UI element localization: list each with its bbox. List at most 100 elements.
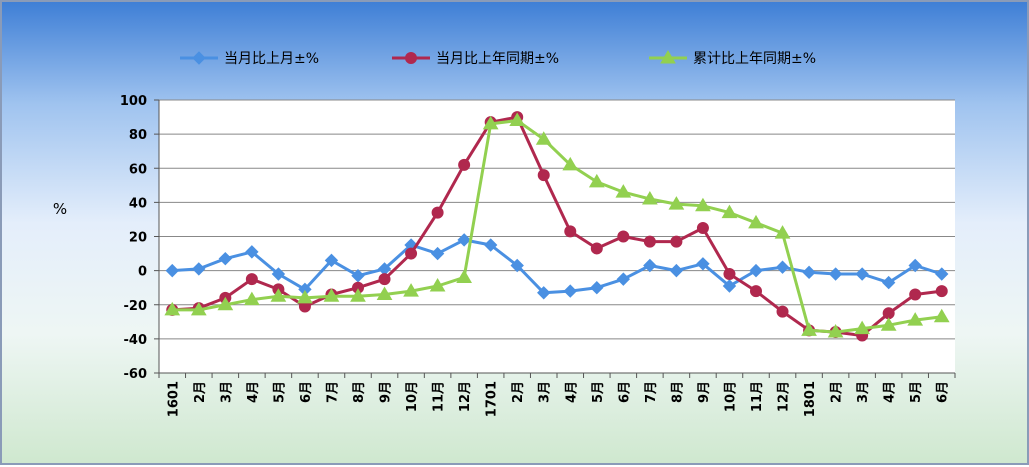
x-tick-label: 9月 (697, 381, 712, 403)
x-tick-label: 1601 (166, 381, 181, 417)
series-3-point (190, 301, 207, 316)
x-tick-label: 7月 (325, 381, 340, 403)
series-1-point (483, 238, 498, 252)
x-tick-label: 8月 (670, 381, 685, 403)
series-1-point (828, 267, 843, 281)
series-3-point (429, 277, 446, 292)
series-1-point (908, 258, 922, 273)
x-tick-label: 11月 (750, 381, 765, 412)
series-1-point (855, 267, 869, 281)
series-3-point (721, 204, 738, 219)
series-3-point (376, 286, 393, 301)
series-3-point (509, 112, 526, 126)
x-tick-label: 10月 (405, 381, 420, 412)
y-tick-label: -40 (124, 333, 148, 348)
y-tick-label: 0 (138, 265, 147, 280)
x-tick-label: 6月 (617, 381, 632, 403)
legend-label: 累计比上年同期±% (693, 51, 816, 67)
y-tick-label: -60 (124, 367, 148, 382)
legend-swatch-marker (660, 50, 676, 64)
series-1-point (563, 284, 577, 298)
y-tick-label: 80 (129, 128, 147, 143)
x-tick-label: 2月 (830, 381, 845, 403)
x-tick-label: 5月 (272, 381, 287, 403)
series-3-point (350, 288, 366, 302)
series-3-point (535, 131, 552, 145)
series-1-point (696, 257, 710, 271)
x-tick-label: 1701 (485, 381, 500, 417)
series-3-point (854, 320, 871, 335)
series-2-point (723, 268, 736, 281)
series-2-point (617, 230, 630, 243)
y-tick-label: 60 (129, 162, 147, 177)
series-3-point (456, 269, 473, 283)
series-2-point (643, 235, 656, 248)
x-tick-label: 6月 (299, 381, 314, 403)
series-1-point (537, 286, 551, 300)
series-3-point (827, 324, 844, 338)
series-1-point (590, 280, 604, 295)
series-2-point (405, 247, 418, 260)
x-tick-label: 4月 (246, 381, 261, 403)
series-1-point (643, 258, 657, 273)
series-2-point (935, 285, 948, 298)
series-2-point (537, 169, 550, 182)
x-tick-label: 4月 (564, 381, 579, 403)
x-tick-label: 8月 (352, 381, 367, 403)
series-1-point (271, 267, 286, 281)
series-2-point (431, 206, 444, 219)
series-2-point (670, 235, 683, 248)
series-3-point (562, 156, 579, 171)
series-1-point (457, 233, 471, 247)
y-tick-label: -20 (124, 299, 148, 314)
series-3-point (323, 288, 340, 302)
series-3-point (668, 196, 685, 210)
series-3-point (641, 190, 658, 205)
y-tick-label: 100 (120, 94, 147, 109)
series-2-point (458, 158, 471, 171)
series-3-point (164, 301, 181, 316)
series-2-point (909, 288, 922, 301)
x-tick-label: 5月 (591, 381, 606, 403)
series-3-point (748, 214, 764, 229)
series-3-point (880, 317, 897, 331)
y-tick-label: 20 (129, 231, 147, 246)
legend-swatch-marker (192, 51, 206, 65)
series-2-point (564, 225, 577, 238)
series-1-point (881, 275, 896, 290)
series-3-point (933, 308, 950, 323)
series-1-point (165, 263, 179, 278)
legend-label: 当月比上年同期±% (436, 51, 559, 67)
series-1-point (192, 262, 206, 276)
series-3-point (482, 115, 499, 130)
series-1-point (510, 258, 524, 273)
y-axis-label: % (53, 200, 67, 218)
series-2-point (696, 221, 709, 234)
x-tick-label: 3月 (856, 381, 871, 403)
x-tick-label: 12月 (777, 381, 792, 412)
series-3-point (270, 288, 287, 302)
series-1-point (616, 272, 631, 286)
series-3-point (907, 312, 924, 326)
x-tick-label: 3月 (219, 381, 234, 403)
series-1-point (775, 260, 790, 274)
series-3-point (403, 283, 419, 297)
x-tick-label: 2月 (193, 381, 208, 403)
x-tick-label: 10月 (723, 381, 738, 412)
legend-label: 当月比上月±% (224, 51, 319, 67)
x-tick-label: 11月 (432, 381, 447, 412)
series-1-point (749, 263, 763, 278)
series-3-point (695, 197, 711, 212)
legend-swatch-marker (405, 52, 417, 64)
x-tick-label: 4月 (883, 381, 898, 403)
series-1-point (430, 246, 445, 261)
x-tick-label: 12月 (458, 381, 473, 412)
series-2-point (776, 305, 789, 318)
x-tick-label: 3月 (538, 381, 553, 403)
series-1-point (324, 253, 339, 268)
series-3-point (588, 173, 605, 188)
series-3-point (243, 291, 260, 306)
series-3-point (801, 322, 817, 336)
